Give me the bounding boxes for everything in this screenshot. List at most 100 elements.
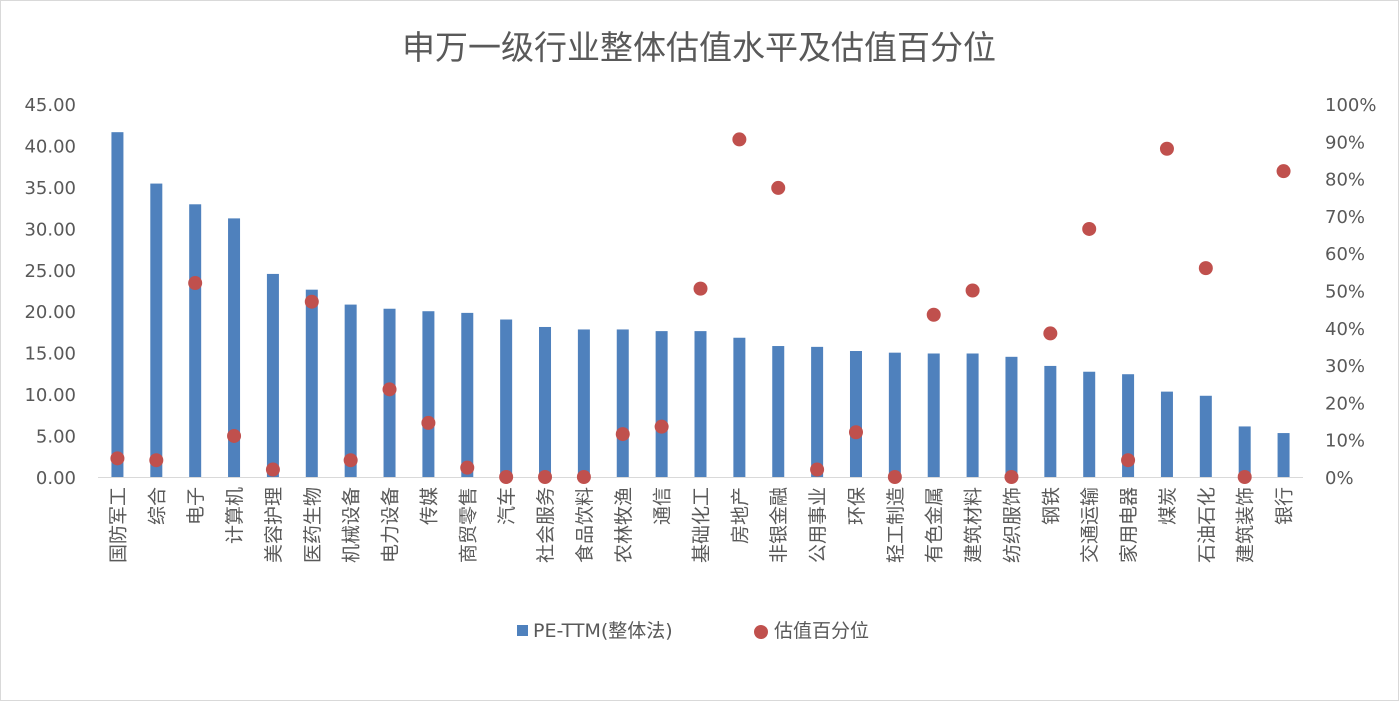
dot-有色金属 (926, 307, 941, 322)
bar-机械设备 (344, 304, 357, 477)
y-right-tick-label: 70% (1325, 207, 1365, 228)
bar-国防军工 (111, 132, 124, 477)
dot-汽车 (499, 470, 514, 484)
x-tick-label: 机械设备 (341, 487, 363, 563)
dot-美容护理 (265, 462, 280, 477)
x-tick-label: 有色金属 (924, 487, 946, 563)
bar-轻工制造 (888, 352, 901, 477)
dot-煤炭 (1159, 141, 1174, 156)
legend-bar-label: PE-TTM(整体法) (533, 620, 673, 642)
y-right-tick-label: 10% (1325, 431, 1365, 452)
dot-综合 (149, 453, 164, 468)
legend-dot-swatch (754, 625, 768, 639)
y-left-tick-label: 35.00 (24, 178, 76, 199)
dot-钢铁 (1043, 326, 1058, 341)
bar-美容护理 (266, 273, 279, 477)
bar-汽车 (500, 319, 513, 477)
axes: 0.00 5.00 10.00 15.00 20.00 25.00 30.00 35.00 40… (24, 95, 1376, 489)
x-tick-label: 食品饮料 (574, 487, 596, 563)
y-right-tick-label: 20% (1325, 393, 1365, 414)
legend: PE-TTM(整体法) 估值百分位 (517, 620, 869, 642)
bar-纺织服饰 (1005, 356, 1018, 477)
bar-环保 (849, 351, 862, 477)
dot-房地产 (732, 132, 747, 147)
dot-非银金融 (771, 180, 786, 195)
y-right-tick-label: 0% (1325, 468, 1354, 489)
x-tick-label: 钢铁 (1040, 487, 1062, 525)
y-left-tick-label: 15.00 (24, 344, 76, 365)
dot-轻工制造 (887, 470, 902, 484)
x-tick-label: 房地产 (729, 487, 751, 544)
y-right-tick-label: 100% (1325, 95, 1376, 116)
x-tick-label: 国防军工 (107, 487, 129, 563)
bar-房地产 (733, 337, 746, 477)
y-left-tick-label: 20.00 (24, 302, 76, 323)
y-left-tick-label: 30.00 (24, 219, 76, 240)
bar-通信 (655, 331, 668, 477)
x-tick-label: 综合 (146, 487, 168, 525)
dot-计算机 (227, 428, 242, 443)
bar-交通运输 (1083, 371, 1096, 477)
x-tick-label: 美容护理 (263, 487, 285, 563)
bar-series (111, 132, 1290, 478)
dot-医药生物 (304, 294, 319, 309)
dot-社会服务 (538, 470, 553, 484)
x-tick-label: 公用事业 (807, 487, 829, 563)
x-tick-label: 电力设备 (380, 487, 402, 563)
bar-社会服务 (539, 326, 552, 477)
x-tick-label: 建筑材料 (963, 487, 985, 563)
dot-公用事业 (810, 462, 825, 477)
x-tick-label: 农林牧渔 (613, 487, 635, 563)
bar-计算机 (228, 218, 241, 478)
y-right-tick-label: 90% (1325, 132, 1365, 153)
bar-钢铁 (1044, 365, 1057, 477)
dot-建筑材料 (965, 283, 980, 298)
x-tick-label: 医药生物 (302, 487, 324, 563)
x-tick-label: 汽车 (496, 487, 518, 525)
dot-纺织服饰 (1004, 470, 1019, 484)
dot-交通运输 (1082, 221, 1097, 236)
y-left-tick-label: 10.00 (24, 385, 76, 406)
bar-家用电器 (1122, 374, 1135, 477)
dot-series (110, 132, 1291, 484)
dot-传媒 (421, 415, 436, 430)
y-right-tick-label: 60% (1325, 244, 1365, 265)
bar-农林牧渔 (616, 329, 629, 477)
dot-机械设备 (343, 453, 358, 468)
x-tick-label: 计算机 (224, 487, 246, 544)
bar-基础化工 (694, 331, 707, 477)
y-left-tick-label: 40.00 (24, 136, 76, 157)
dot-家用电器 (1121, 453, 1136, 468)
y-left-tick-label: 5.00 (36, 427, 76, 448)
y-right-tick-label: 50% (1325, 282, 1365, 303)
y-right-tick-label: 40% (1325, 319, 1365, 340)
dot-食品饮料 (576, 470, 591, 484)
bar-建筑材料 (966, 353, 979, 477)
x-tick-label: 电子 (185, 487, 207, 525)
bar-传媒 (422, 311, 435, 477)
dot-建筑装饰 (1237, 470, 1252, 484)
dot-通信 (654, 419, 669, 434)
legend-dot-label: 估值百分位 (774, 620, 869, 642)
dot-农林牧渔 (615, 427, 630, 442)
x-tick-label: 纺织服饰 (1001, 487, 1023, 563)
x-tick-label: 基础化工 (691, 487, 713, 563)
y-left-tick-label: 0.00 (36, 468, 76, 489)
bar-非银金融 (772, 346, 785, 477)
x-tick-label: 轻工制造 (885, 487, 907, 563)
x-tick-label: 通信 (652, 487, 674, 525)
bar-医药生物 (305, 289, 318, 477)
x-tick-label: 商贸零售 (457, 487, 479, 563)
y-left-tick-label: 25.00 (24, 261, 76, 282)
bar-银行 (1277, 433, 1290, 477)
dot-石油石化 (1198, 261, 1213, 276)
x-tick-label: 家用电器 (1118, 487, 1140, 563)
x-tick-label: 社会服务 (535, 487, 557, 563)
dot-电力设备 (382, 382, 397, 397)
bar-商贸零售 (461, 312, 474, 477)
chart-title: 申万一级行业整体估值水平及估值百分位 (402, 28, 996, 67)
bar-建筑装饰 (1238, 426, 1251, 477)
bar-食品饮料 (577, 329, 590, 477)
dot-商贸零售 (460, 460, 475, 475)
